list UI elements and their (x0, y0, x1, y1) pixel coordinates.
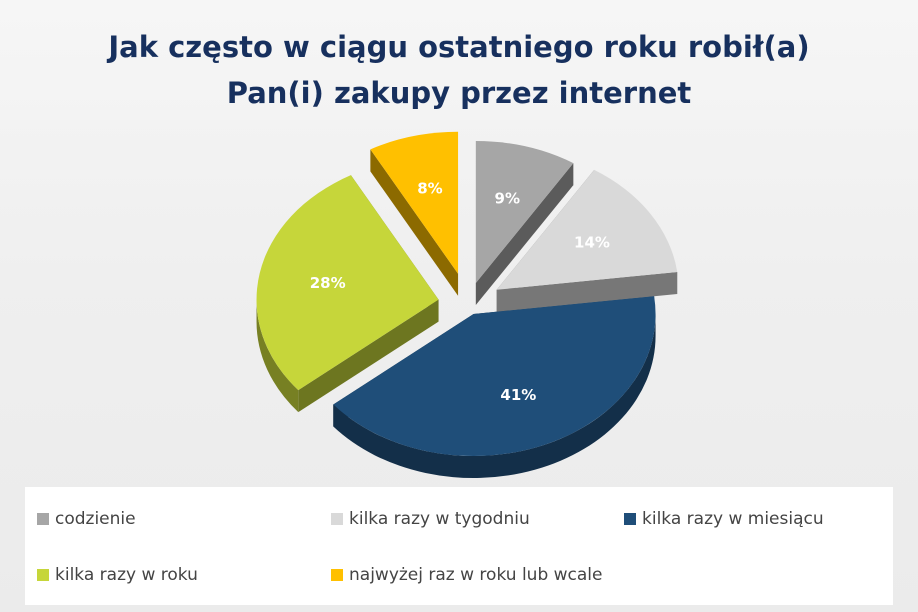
legend-swatch (331, 569, 343, 581)
pie-slice-label-0: 9% (495, 189, 520, 207)
pie-slice-rim (333, 314, 656, 479)
pie-slice-3 (256, 175, 439, 391)
pie-slice-2 (333, 296, 656, 457)
pie-slice-label-3: 28% (310, 274, 346, 292)
pie-slice-wall (370, 149, 459, 296)
legend-swatch (331, 513, 343, 525)
legend-label: kilka razy w roku (55, 565, 198, 585)
pie-slice-wall (496, 271, 678, 312)
chart-title-line-1: Jak często w ciągu ostatniego roku robił… (108, 30, 810, 64)
legend-item-codzienie: codzienie (37, 509, 136, 529)
legend-item-najwyzej-raz-w-roku-lub-wcale: najwyżej raz w roku lub wcale (331, 565, 603, 585)
pie-slice-1 (496, 169, 678, 290)
pie-slice-wall (475, 163, 574, 306)
legend-item-kilka-razy-w-tygodniu: kilka razy w tygodniu (331, 509, 530, 529)
pie-slice-0 (475, 141, 574, 284)
pie-slice-label-2: 41% (500, 386, 536, 404)
legend-label: kilka razy w tygodniu (349, 509, 530, 529)
legend-label: najwyżej raz w roku lub wcale (349, 565, 603, 585)
legend-label: codzienie (55, 509, 136, 529)
legend-swatch (624, 513, 636, 525)
pie-slice-rim (256, 299, 299, 413)
pie-slice-4 (370, 131, 459, 274)
pie-slice-depth-4 (370, 149, 459, 296)
legend-item-kilka-razy-w-miesiacu: kilka razy w miesiącu (624, 509, 824, 529)
legend-item-kilka-razy-w-roku: kilka razy w roku (37, 565, 198, 585)
pie-slice-label-4: 8% (417, 180, 442, 198)
legend: codzienie kilka razy w tygodniu kilka ra… (25, 487, 893, 605)
pie-slice-wall (298, 299, 439, 413)
pie-slice-depth-0 (475, 163, 574, 306)
legend-swatch (37, 569, 49, 581)
legend-swatch (37, 513, 49, 525)
pie-slice-label-1: 14% (574, 234, 610, 252)
chart-title-line-2: Pan(i) zakupy przez internet (226, 76, 692, 110)
chart-title: Jak często w ciągu ostatniego roku robił… (0, 24, 918, 116)
legend-label: kilka razy w miesiącu (642, 509, 824, 529)
